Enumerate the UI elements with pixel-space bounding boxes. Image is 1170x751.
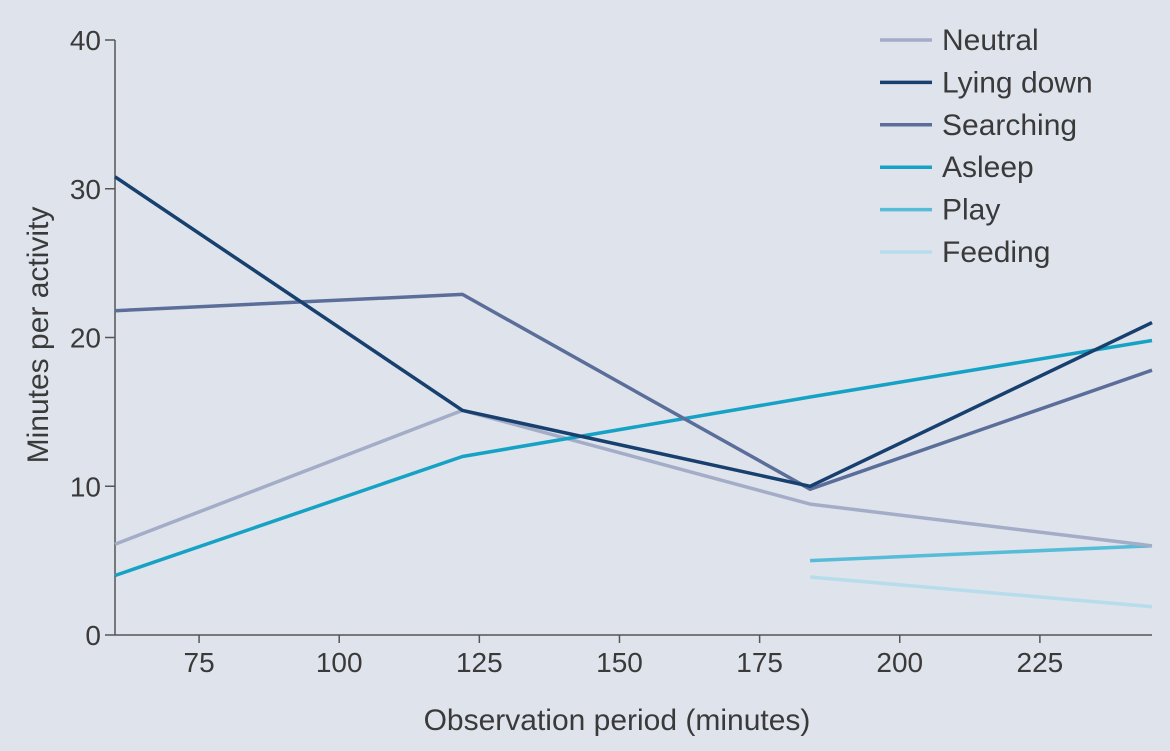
y-tick-label: 30 (70, 174, 101, 205)
series-line-play (810, 544, 1153, 563)
x-tick-label: 175 (736, 647, 783, 678)
x-ticks: 75 100 125 150 175 200 225 (184, 635, 1064, 678)
series-lines (114, 175, 1153, 609)
series-line-neutral (114, 408, 1153, 548)
y-axis-title: Minutes per activity (22, 207, 55, 464)
legend-label: Searching (942, 109, 1077, 142)
legend-item-lying-down: Lying down (880, 66, 1093, 99)
legend-label: Feeding (942, 236, 1050, 269)
series-line-asleep (114, 338, 1153, 578)
x-tick-label: 125 (456, 647, 503, 678)
legend-item-neutral: Neutral (880, 24, 1039, 57)
series-line-feeding (809, 575, 1153, 609)
x-tick-label: 225 (1017, 647, 1064, 678)
y-tick-label: 0 (85, 620, 101, 651)
legend: Neutral Lying down Searching Asleep Play Feed… (880, 24, 1093, 269)
series-line-lying-down (114, 175, 1153, 489)
legend-item-asleep: Asleep (880, 151, 1034, 184)
x-tick-label: 150 (596, 647, 643, 678)
x-tick-label: 200 (876, 647, 923, 678)
x-axis-title: Observation period (minutes) (424, 704, 811, 737)
x-tick-label: 75 (184, 647, 215, 678)
x-tick-label: 100 (316, 647, 363, 678)
legend-label: Asleep (942, 151, 1034, 184)
series-line-searching (114, 292, 1153, 491)
legend-label: Lying down (942, 66, 1093, 99)
legend-item-play: Play (880, 194, 1000, 227)
y-tick-label: 40 (70, 25, 101, 56)
legend-item-feeding: Feeding (880, 236, 1050, 269)
legend-item-searching: Searching (880, 109, 1077, 142)
y-ticks: 0 10 20 30 40 (70, 25, 115, 651)
legend-label: Play (942, 194, 1000, 227)
y-tick-label: 20 (70, 323, 101, 354)
y-tick-label: 10 (70, 471, 101, 502)
legend-label: Neutral (942, 24, 1039, 57)
